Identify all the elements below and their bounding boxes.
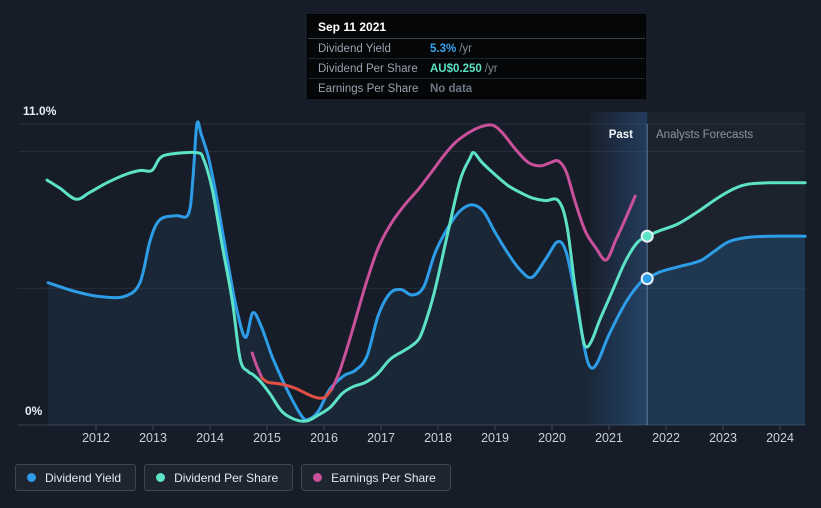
y-axis-label-bottom: 0% [25, 404, 43, 418]
legend-label: Earnings Per Share [331, 470, 436, 485]
x-tick-label: 2014 [196, 431, 224, 445]
y-axis-label-top: 11.0% [23, 104, 57, 118]
chart-legend: Dividend Yield Dividend Per Share Earnin… [15, 464, 451, 491]
legend-item-earnings-per-share[interactable]: Earnings Per Share [301, 464, 451, 491]
line-earnings-per-share[interactable] [250, 351, 264, 380]
tooltip-value: No data [430, 82, 473, 95]
forecasts-region-label: Analysts Forecasts [656, 129, 754, 141]
tooltip-label: Dividend Per Share [318, 62, 418, 75]
tooltip-value-suffix: /yr [459, 42, 472, 55]
today-marker-dividend-yield[interactable] [640, 272, 654, 286]
legend-item-dividend-per-share[interactable]: Dividend Per Share [144, 464, 294, 491]
line-dividend-yield[interactable] [46, 120, 807, 422]
line-earnings-per-share[interactable] [260, 376, 334, 400]
tooltip-label: Earnings Per Share [318, 82, 419, 95]
legend-label: Dividend Per Share [174, 470, 279, 485]
x-tick-label: 2012 [82, 431, 110, 445]
tooltip-value: AU$0.250 [430, 62, 482, 75]
x-tick-label: 2013 [139, 431, 167, 445]
tooltip-row-earnings-per-share: Earnings Per Share No data [308, 79, 645, 98]
x-tick-label: 2021 [595, 431, 623, 445]
tooltip-value-suffix: /yr [484, 62, 498, 75]
today-marker-dividend-per-share[interactable] [640, 229, 654, 243]
line-dividend-per-share[interactable] [45, 150, 807, 423]
x-tick-label: 2016 [310, 431, 338, 445]
x-tick-label: 2017 [367, 431, 395, 445]
x-tick-label: 2023 [709, 431, 737, 445]
gridlines [18, 123, 805, 426]
past-region-label: Past [608, 129, 633, 141]
earnings-per-share-dot-icon [313, 473, 323, 482]
tooltip-value: 5.3% [430, 42, 457, 55]
chart-tooltip: Sep 11 2021 Dividend Yield 5.3% /yr Divi… [307, 14, 646, 99]
dividend-yield-dot-icon [27, 473, 36, 482]
x-axis-ticks: 2012 2013 2014 2015 2016 2017 2018 2019 2020 2021… [82, 425, 794, 445]
legend-item-dividend-yield[interactable]: Dividend Yield [15, 464, 137, 491]
line-earnings-per-share[interactable] [330, 123, 637, 391]
tooltip-row-dividend-yield: Dividend Yield 5.3% /yr [308, 39, 645, 59]
x-tick-label: 2022 [652, 431, 680, 445]
x-tick-label: 2018 [424, 431, 452, 445]
x-tick-label: 2020 [538, 431, 566, 445]
series-lines[interactable] [45, 120, 807, 423]
x-tick-label: 2015 [253, 431, 281, 445]
x-tick-label: 2024 [766, 431, 794, 445]
dividend-yield-area-forecast [647, 236, 806, 425]
tooltip-date: Sep 11 2021 [308, 15, 645, 39]
past-highlight-band [590, 112, 648, 425]
tooltip-row-dividend-per-share: Dividend Per Share AU$0.250 /yr [308, 59, 645, 79]
legend-label: Dividend Yield [45, 470, 122, 485]
x-tick-label: 2019 [481, 431, 509, 445]
today-markers[interactable] [640, 229, 654, 286]
tooltip-label: Dividend Yield [318, 42, 391, 55]
dividend-yield-area-past [48, 121, 648, 425]
dividend-per-share-dot-icon [156, 473, 166, 482]
